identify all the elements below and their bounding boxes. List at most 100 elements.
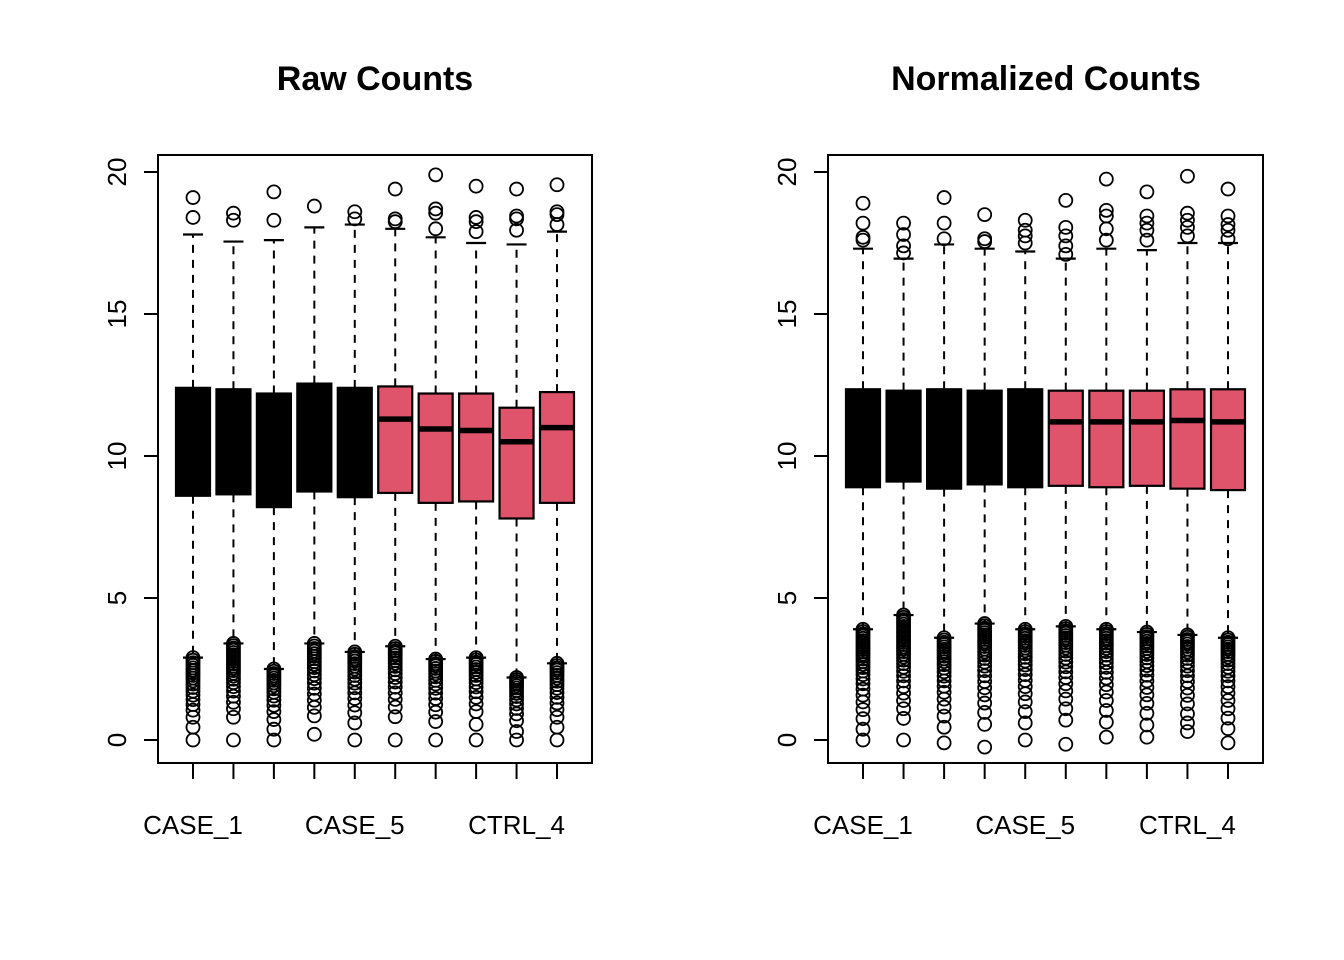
- outlier-point: [936, 190, 952, 205]
- outlier-point: [1180, 168, 1195, 184]
- x-tick-label: CASE_5: [305, 810, 405, 840]
- outlier-point: [185, 719, 201, 735]
- outlier-point: [185, 190, 201, 205]
- x-tick-label: CTRL_4: [468, 810, 565, 840]
- outlier-point: [428, 680, 444, 696]
- outlier-point: [509, 732, 524, 748]
- outlier-point: [1017, 694, 1033, 710]
- outlier-point: [226, 679, 241, 695]
- box-CTRL_5: [1209, 181, 1247, 751]
- box-CASE_5: [1007, 212, 1044, 748]
- outlier-point: [855, 676, 871, 692]
- outlier-point: [468, 210, 484, 225]
- outlier-point: [1180, 696, 1195, 712]
- outlier-point: [428, 676, 444, 692]
- outlier-point: [428, 221, 444, 237]
- iqr-box: [174, 386, 212, 497]
- outlier-point: [855, 215, 871, 231]
- box-CTRL_2: [1088, 171, 1125, 745]
- outlier-point: [266, 692, 282, 708]
- outlier-point: [855, 687, 871, 703]
- outlier-point: [549, 732, 565, 748]
- outlier-point: [1058, 238, 1074, 254]
- y-tick-label: 20: [772, 158, 802, 187]
- outlier-point: [468, 214, 484, 230]
- outlier-point: [428, 704, 444, 720]
- outlier-point: [1180, 688, 1195, 703]
- outlier-point: [306, 692, 322, 708]
- outlier-point: [977, 716, 993, 732]
- iqr-box: [458, 392, 495, 503]
- outlier-point: [1098, 729, 1114, 745]
- outlier-point: [549, 719, 565, 735]
- outlier-point: [306, 671, 322, 687]
- box-CASE_5: [336, 204, 373, 748]
- outlier-point: [1220, 222, 1236, 238]
- outlier-point: [1058, 228, 1074, 244]
- outlier-point: [266, 688, 282, 704]
- outlier-point: [509, 208, 524, 224]
- outlier-point: [936, 231, 952, 247]
- iqr-box: [926, 388, 963, 490]
- box-CTRL_3: [458, 178, 495, 748]
- box-CTRL_3: [1128, 184, 1165, 745]
- outlier-point: [549, 685, 565, 700]
- outlier-point: [936, 668, 952, 684]
- outlier-point: [1017, 212, 1033, 228]
- outlier-point: [428, 732, 444, 748]
- outlier-point: [185, 692, 201, 708]
- outlier-point: [1220, 685, 1236, 701]
- x-tick-label: CASE_5: [975, 810, 1075, 840]
- box-CASE_1: [844, 195, 882, 748]
- outlier-point: [1058, 736, 1074, 752]
- outlier-point: [1058, 659, 1074, 675]
- x-tick-label: CASE_1: [143, 810, 243, 840]
- outlier-point: [1139, 184, 1155, 200]
- outlier-point: [1139, 215, 1155, 231]
- outlier-point: [306, 708, 322, 724]
- outlier-point: [977, 668, 993, 684]
- plot-title-raw-counts: Raw Counts: [276, 60, 474, 98]
- box-CTRL_1: [1047, 192, 1084, 752]
- y-tick-label: 15: [772, 300, 802, 329]
- outlier-point: [347, 715, 363, 731]
- outlier-point: [1220, 721, 1236, 737]
- box-CASE_2: [885, 215, 922, 748]
- outlier-point: [855, 671, 871, 687]
- iqr-box: [1007, 388, 1044, 489]
- box-CTRL_5: [538, 177, 576, 748]
- outlier-point: [387, 674, 403, 690]
- outlier-point: [549, 177, 565, 193]
- outlier-point: [936, 664, 952, 680]
- outlier-point: [1180, 205, 1195, 221]
- outlier-point: [977, 658, 993, 674]
- iqr-box: [885, 389, 922, 483]
- box-CTRL_2: [417, 167, 454, 748]
- outlier-point: [1220, 735, 1236, 751]
- outlier-point: [1220, 701, 1236, 717]
- outlier-point: [1220, 663, 1236, 679]
- outlier-point: [387, 732, 403, 748]
- outlier-point: [1220, 217, 1236, 232]
- outlier-point: [936, 215, 952, 231]
- outlier-point: [226, 701, 241, 717]
- outlier-point: [855, 711, 871, 727]
- outlier-point: [226, 732, 241, 748]
- outlier-point: [1017, 667, 1033, 683]
- box-CASE_3: [926, 190, 963, 751]
- outlier-point: [1139, 222, 1155, 238]
- outlier-point: [185, 732, 201, 748]
- outlier-point: [1098, 693, 1114, 708]
- outlier-point: [185, 210, 201, 225]
- outlier-point: [1017, 686, 1033, 702]
- outlier-point: [468, 696, 484, 712]
- outlier-point: [347, 705, 363, 721]
- outlier-point: [266, 697, 282, 713]
- outlier-point: [1058, 676, 1074, 692]
- outlier-point: [549, 204, 565, 220]
- outlier-point: [936, 708, 952, 724]
- outlier-point: [1098, 208, 1114, 224]
- outlier-point: [896, 685, 911, 701]
- outlier-point: [1220, 710, 1236, 726]
- outlier-point: [1180, 219, 1195, 235]
